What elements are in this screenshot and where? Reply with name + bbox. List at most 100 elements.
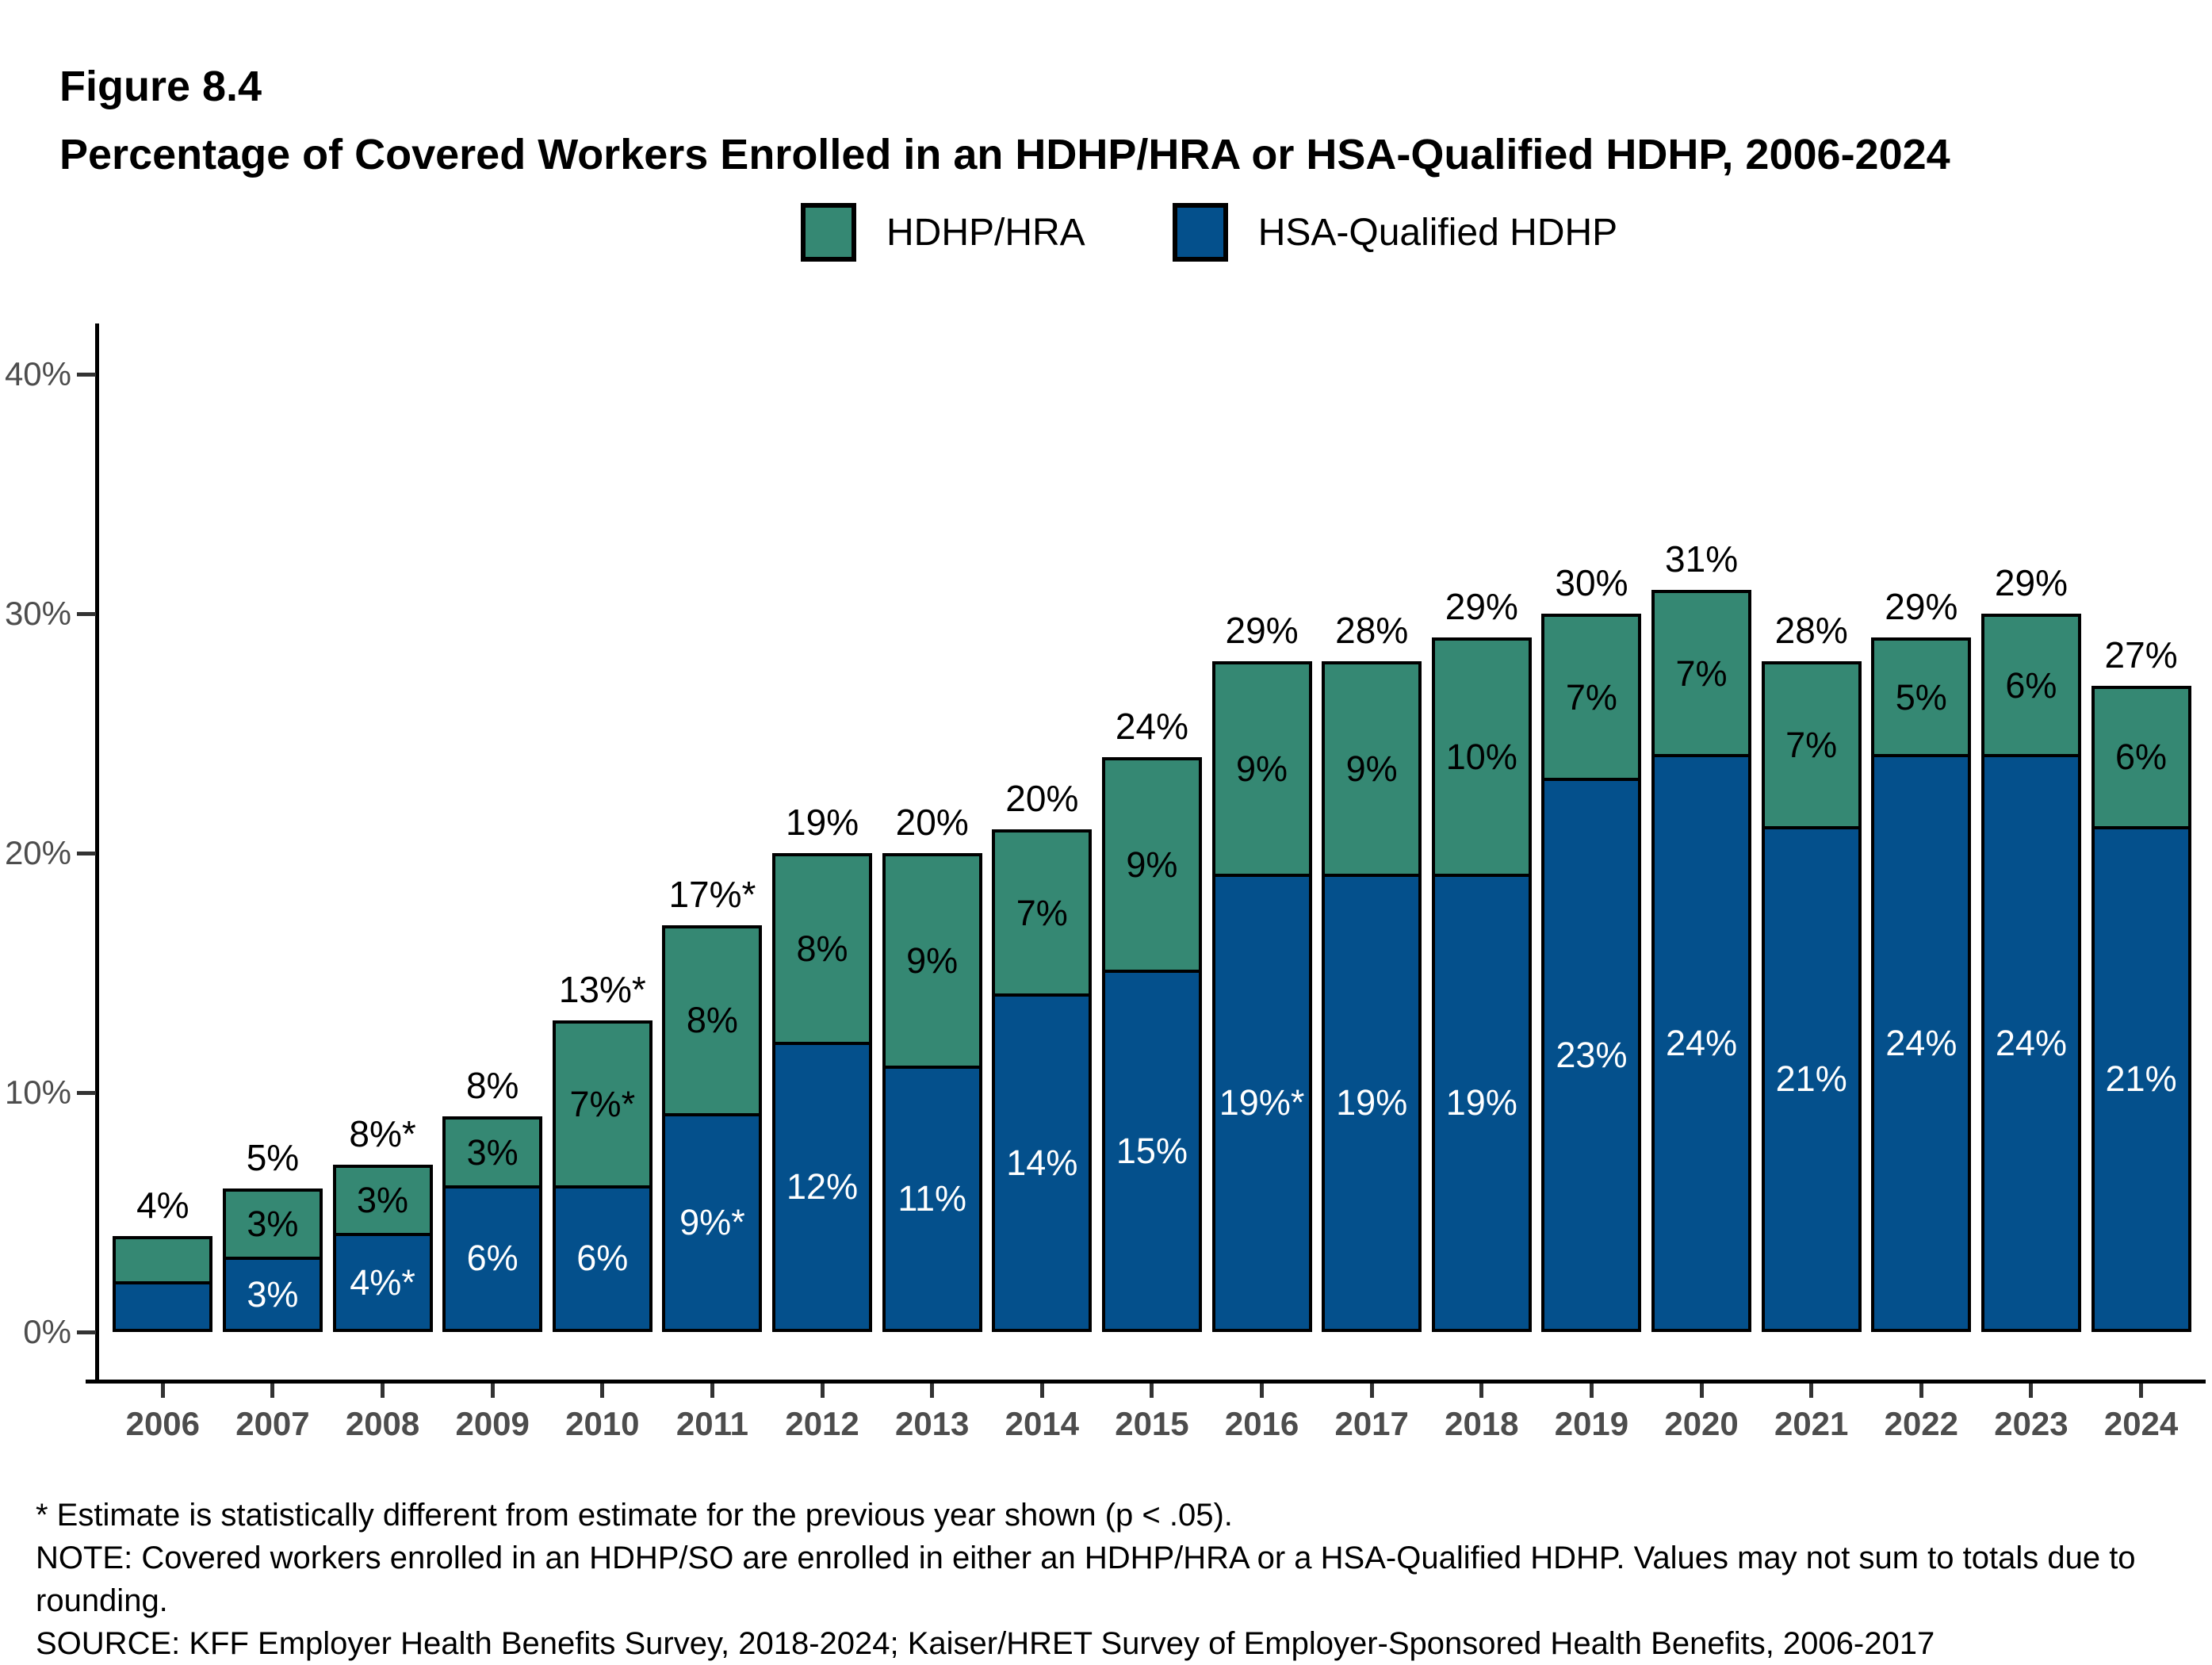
stacked-bar-2024: 6% 21%: [2091, 685, 2191, 1332]
bar-slot-2016: 29% 9% 19%*: [1207, 323, 1317, 1332]
year-label-2009: 2009: [455, 1405, 530, 1442]
x-tick-mark-2008: [381, 1384, 385, 1398]
bar-slot-2021: 28% 7% 21%: [1756, 323, 1866, 1332]
stacked-bar-2018: 10% 19%: [1431, 637, 1532, 1332]
x-tick-slot-2010: [548, 1384, 658, 1398]
stacked-bar-2023: 6% 24%: [1980, 614, 2081, 1332]
y-tick-mark-40%: [77, 373, 96, 377]
bar-segment-hdhp-hra-2014: 7%: [992, 829, 1093, 997]
bar-segment-hsa-qualified-hdhp-2021: 21%: [1761, 829, 1862, 1332]
stacked-bar-2009: 3% 6%: [442, 1116, 543, 1332]
year-label-2013: 2013: [894, 1405, 970, 1442]
bar-slot-2024: 27% 6% 21%: [2086, 323, 2196, 1332]
legend-swatch-hdhp-hra: [801, 203, 856, 262]
x-tick-slot-2014: [987, 1384, 1097, 1398]
x-tick-mark-2009: [490, 1384, 495, 1398]
year-label-2020: 2020: [1664, 1405, 1739, 1442]
bar-total-label-2022: 29%: [1885, 586, 1958, 628]
x-tick-slot-2009: [438, 1384, 548, 1398]
x-axis-ticks: [108, 1384, 2196, 1398]
year-label-2017: 2017: [1334, 1405, 1409, 1442]
x-tick-mark-2022: [1919, 1384, 1923, 1398]
stacked-bar-2021: 7% 21%: [1761, 661, 1862, 1332]
y-tick-label-10%: 10%: [4, 1074, 71, 1111]
bar-total-label-2008: 8%*: [349, 1112, 416, 1154]
footnotes: * Estimate is statistically different fr…: [36, 1494, 2136, 1665]
y-tick-label-30%: 30%: [4, 595, 71, 632]
x-tick-slot-2008: [327, 1384, 438, 1398]
bar-segment-hsa-qualified-hdhp-2018: 19%: [1431, 877, 1532, 1332]
year-label-2006: 2006: [125, 1405, 201, 1442]
bar-segment-hsa-qualified-hdhp-2016: 19%*: [1211, 877, 1312, 1332]
x-tick-slot-2006: [108, 1384, 218, 1398]
x-tick-mark-2016: [1260, 1384, 1265, 1398]
bar-segment-hsa-qualified-hdhp-2010: 6%: [552, 1188, 653, 1332]
x-tick-mark-2015: [1150, 1384, 1154, 1398]
x-tick-slot-2016: [1207, 1384, 1317, 1398]
bar-segment-hdhp-hra-2019: 7%: [1541, 614, 1642, 782]
bar-total-label-2006: 4%: [136, 1185, 189, 1227]
x-tick-mark-2010: [600, 1384, 605, 1398]
x-tick-slot-2007: [218, 1384, 328, 1398]
bar-segment-hdhp-hra-2015: 9%: [1101, 757, 1202, 973]
x-tick-mark-2017: [1369, 1384, 1374, 1398]
legend-swatch-hsa-qualified-hdhp: [1172, 203, 1228, 262]
bar-segment-hdhp-hra-2020: 7%: [1651, 589, 1752, 758]
bar-total-label-2012: 19%: [786, 802, 859, 843]
year-label-2018: 2018: [1445, 1405, 1519, 1442]
bar-segment-hdhp-hra-2012: 8%: [772, 853, 873, 1045]
year-label-2024: 2024: [2103, 1405, 2179, 1442]
bar-segment-hdhp-hra-2011: 8%: [662, 924, 763, 1117]
chart-legend: HDHP/HRA HSA-Qualified HDHP: [801, 203, 1617, 262]
bar-segment-hdhp-hra-2017: 9%: [1322, 661, 1422, 878]
y-tick-mark-10%: [77, 1091, 96, 1095]
x-tick-mark-2014: [1039, 1384, 1044, 1398]
year-label-2012: 2012: [785, 1405, 859, 1442]
bar-total-label-2019: 30%: [1555, 562, 1628, 603]
stacked-bar-2011: 8% 9%*: [662, 924, 763, 1332]
year-label-2008: 2008: [345, 1405, 420, 1442]
x-tick-slot-2013: [877, 1384, 987, 1398]
bar-total-label-2020: 31%: [1665, 538, 1739, 580]
bar-segment-hsa-qualified-hdhp-2007: 3%: [222, 1260, 323, 1332]
stacked-bar-2006: [113, 1236, 213, 1332]
stacked-bar-2019: 7% 23%: [1541, 614, 1642, 1332]
bar-total-label-2017: 28%: [1335, 610, 1409, 652]
x-tick-mark-2006: [160, 1384, 165, 1398]
bar-total-label-2010: 13%*: [558, 969, 646, 1011]
bar-total-label-2024: 27%: [2104, 633, 2178, 676]
bar-slot-2013: 20% 9% 11%: [877, 323, 987, 1332]
x-tick-slot-2020: [1647, 1384, 1757, 1398]
footnote-source: SOURCE: KFF Employer Health Benefits Sur…: [36, 1626, 1935, 1661]
bar-total-label-2014: 20%: [1005, 777, 1079, 819]
legend-item-hdhp-hra: HDHP/HRA: [801, 203, 1085, 262]
x-tick-mark-2013: [930, 1384, 935, 1398]
bar-segment-hsa-qualified-hdhp-2023: 24%: [1980, 757, 2081, 1332]
bar-segment-hsa-qualified-hdhp-2014: 14%: [992, 997, 1093, 1332]
x-tick-slot-2019: [1537, 1384, 1647, 1398]
bar-segment-hdhp-hra-2022: 5%: [1871, 637, 1972, 758]
bar-segment-hsa-qualified-hdhp-2020: 24%: [1651, 757, 1752, 1332]
x-tick-slot-2017: [1317, 1384, 1427, 1398]
footnote-note: NOTE: Covered workers enrolled in an HDH…: [36, 1541, 2136, 1575]
y-tick-label-0%: 0%: [23, 1313, 71, 1350]
bar-segment-hdhp-hra-2007: 3%: [222, 1188, 323, 1261]
footnote-note-continued: rounding.: [36, 1583, 168, 1618]
bar-segment-hdhp-hra-2018: 10%: [1431, 637, 1532, 878]
year-label-2019: 2019: [1554, 1405, 1629, 1442]
x-tick-slot-2011: [657, 1384, 767, 1398]
x-tick-mark-2023: [2029, 1384, 2034, 1398]
year-label-2015: 2015: [1115, 1405, 1189, 1442]
x-tick-slot-2022: [1866, 1384, 1977, 1398]
x-tick-slot-2024: [2086, 1384, 2196, 1398]
stacked-bar-2010: 7%* 6%: [552, 1020, 653, 1332]
bar-segment-hsa-qualified-hdhp-2024: 21%: [2091, 829, 2191, 1332]
figure-title: Percentage of Covered Workers Enrolled i…: [59, 131, 1950, 178]
bar-slot-2022: 29% 5% 24%: [1866, 323, 1977, 1332]
year-label-2022: 2022: [1884, 1405, 1959, 1442]
bar-slot-2015: 24% 9% 15%: [1097, 323, 1207, 1332]
stacked-bar-2007: 3% 3%: [222, 1188, 323, 1332]
bar-total-label-2009: 8%: [465, 1065, 519, 1107]
stacked-bar-2016: 9% 19%*: [1211, 661, 1312, 1332]
bar-segment-hsa-qualified-hdhp-2019: 23%: [1541, 781, 1642, 1332]
